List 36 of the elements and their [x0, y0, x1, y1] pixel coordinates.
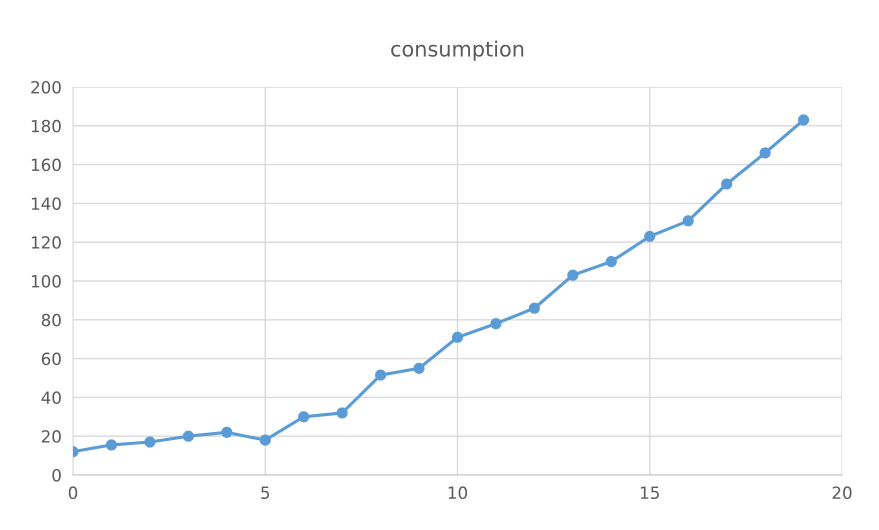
- x-tick-label: 20: [832, 486, 852, 500]
- y-tick-label: 200: [31, 80, 61, 94]
- point: [682, 215, 694, 226]
- point: [144, 436, 156, 448]
- point: [221, 426, 232, 438]
- y-tick-label: 120: [32, 236, 61, 249]
- point: [567, 270, 578, 281]
- y-tick-label: 160: [32, 158, 61, 172]
- point: [721, 178, 732, 190]
- y-tick-label: 140: [32, 197, 61, 210]
- point: [298, 411, 310, 422]
- y-tick-label: 40: [41, 391, 61, 404]
- y-tick-label: 100: [32, 274, 61, 288]
- y-tick-label: 60: [42, 352, 61, 366]
- point: [260, 434, 271, 446]
- point: [606, 256, 617, 268]
- point: [798, 114, 810, 126]
- point: [452, 332, 464, 343]
- point: [644, 230, 656, 242]
- y-tick-label: 20: [42, 430, 61, 443]
- y-tick-label: 0: [52, 468, 61, 482]
- x-tick-label: 10: [448, 486, 467, 500]
- chart-title: consumption: [391, 40, 524, 61]
- point: [375, 370, 386, 381]
- point: [760, 147, 771, 159]
- x-tick-label: 0: [68, 486, 78, 500]
- point: [182, 430, 194, 442]
- point: [413, 362, 425, 374]
- point: [336, 407, 348, 418]
- point: [490, 318, 502, 330]
- x-tick-label: 5: [261, 486, 270, 500]
- x-tick-label: 15: [640, 486, 659, 500]
- y-tick-label: 80: [42, 314, 61, 326]
- point: [528, 302, 540, 314]
- point: [106, 439, 118, 450]
- y-tick-label: 180: [32, 120, 61, 132]
